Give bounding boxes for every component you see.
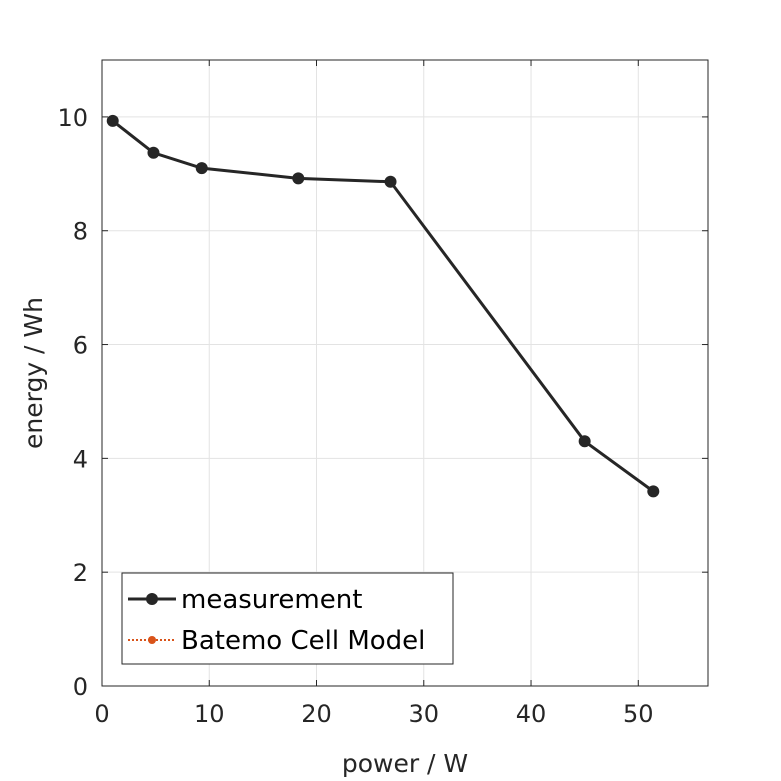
legend: measurement Batemo Cell Model [121, 572, 454, 665]
y-tick-label: 10 [57, 104, 88, 132]
y-tick-label: 0 [73, 673, 88, 701]
x-axis-label: power / W [342, 749, 468, 778]
legend-label: Batemo Cell Model [181, 626, 425, 656]
data-point [195, 162, 208, 175]
x-tick-label: 40 [516, 700, 547, 728]
y-tick-label: 6 [73, 332, 88, 360]
x-tick-label: 50 [623, 700, 654, 728]
x-tick-label: 20 [301, 700, 332, 728]
y-axis-label: energy / Wh [19, 297, 48, 449]
legend-label: measurement [181, 585, 362, 615]
data-point [647, 485, 660, 498]
series-0 [106, 114, 660, 498]
data-point [106, 114, 119, 127]
legend-box [121, 572, 454, 665]
legend-item: measurement [128, 585, 362, 615]
y-tick-label: 4 [73, 445, 88, 473]
ticks: 0 10 20 30 40 50 0 2 4 6 8 10 [57, 60, 708, 728]
y-tick-label: 2 [73, 559, 88, 587]
data-point [292, 172, 305, 185]
x-tick-label: 10 [194, 700, 225, 728]
series [106, 114, 660, 498]
legend-marker-swatch [148, 636, 156, 644]
data-point [578, 435, 591, 448]
y-tick-label: 8 [73, 218, 88, 246]
data-point [384, 175, 397, 188]
data-point [147, 146, 160, 159]
axes-frame [101, 59, 709, 687]
grid [101, 60, 708, 687]
legend-items: measurement Batemo Cell Model [128, 585, 425, 656]
x-tick-label: 30 [408, 700, 439, 728]
x-tick-label: 0 [94, 700, 109, 728]
legend-item: Batemo Cell Model [128, 626, 425, 656]
legend-marker-swatch [146, 593, 158, 605]
